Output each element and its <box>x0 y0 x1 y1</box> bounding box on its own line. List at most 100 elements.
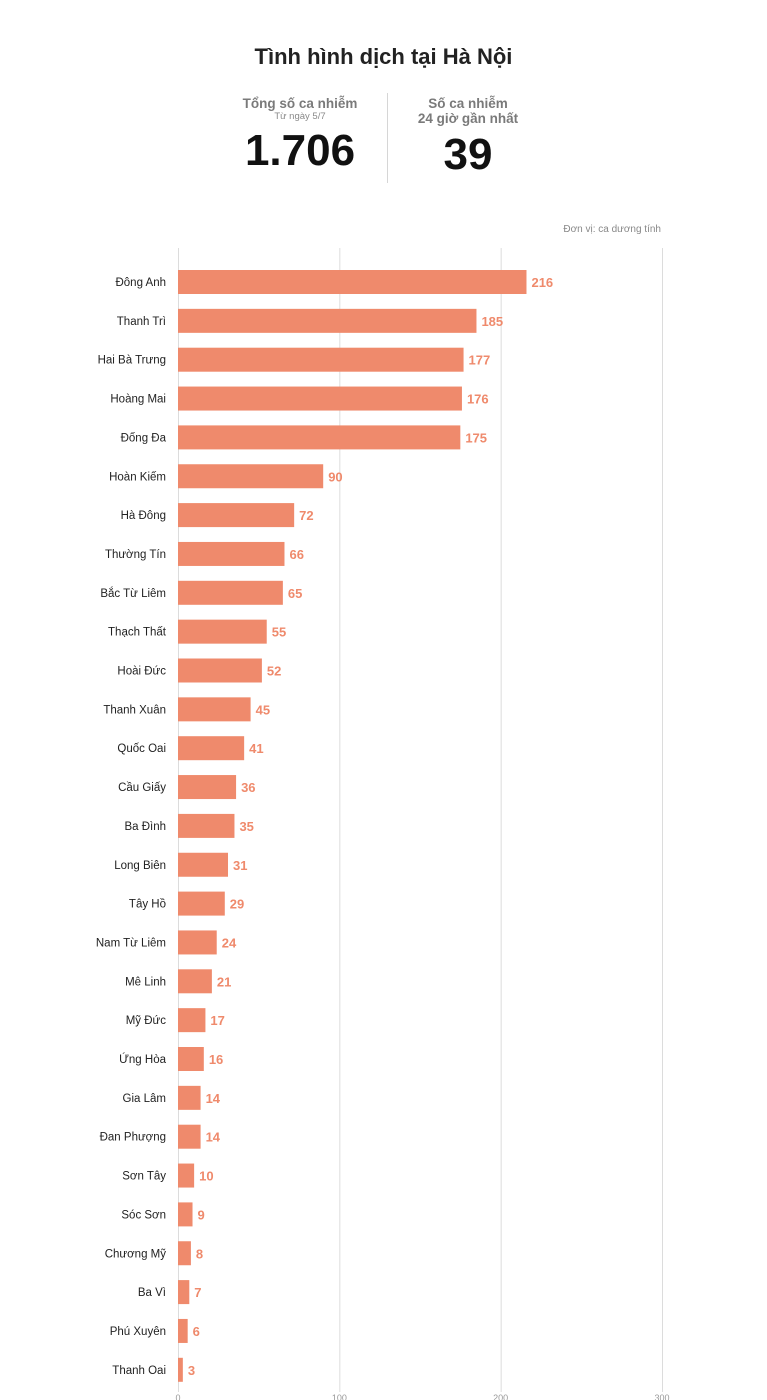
x-tick-label: 200 <box>493 1393 508 1400</box>
value-label: 66 <box>289 547 303 562</box>
category-label: Đan Phượng <box>100 1132 166 1144</box>
category-label: Thanh Xuân <box>103 704 166 716</box>
category-label: Hai Bà Trưng <box>98 355 166 367</box>
category-label: Đống Đa <box>121 432 167 444</box>
category-label: Long Biên <box>114 860 166 872</box>
bar <box>178 619 267 644</box>
stats-divider <box>387 93 388 183</box>
bar <box>178 891 225 916</box>
bar <box>178 1357 183 1382</box>
category-label: Ứng Hòa <box>119 1053 167 1066</box>
chart-title: Tình hình dịch tại Hà Nội <box>254 44 513 69</box>
category-label: Nam Từ Liêm <box>96 937 166 949</box>
category-label: Hoài Đức <box>117 666 166 678</box>
bar <box>178 1241 191 1266</box>
bar <box>178 1008 206 1033</box>
value-label: 7 <box>194 1285 201 1300</box>
value-label: 90 <box>328 469 342 484</box>
bar <box>178 347 464 372</box>
bar <box>178 1085 201 1110</box>
bar <box>178 813 235 838</box>
category-label: Thanh Trì <box>117 316 166 328</box>
value-label: 65 <box>288 586 302 601</box>
category-label: Mê Linh <box>125 976 166 988</box>
recent-cases-value: 39 <box>443 130 493 179</box>
category-label: Quốc Oai <box>117 743 166 755</box>
recent-cases-stat: Số ca nhiễm 24 giờ gần nhất 39 <box>388 96 548 180</box>
category-label: Cầu Giấy <box>118 782 166 794</box>
category-label: Bắc Từ Liêm <box>100 587 166 600</box>
bar <box>178 852 229 877</box>
bar <box>178 1318 188 1343</box>
bar <box>178 658 262 683</box>
category-label: Thường Tín <box>105 549 166 561</box>
value-label: 6 <box>193 1324 200 1339</box>
value-label: 177 <box>469 353 491 368</box>
value-label: 45 <box>256 702 270 717</box>
bar <box>178 775 237 800</box>
category-label: Thạch Thất <box>108 627 167 639</box>
category-label: Gia Lâm <box>123 1093 166 1105</box>
bar <box>178 541 285 566</box>
value-label: 31 <box>233 858 247 873</box>
value-label: 55 <box>272 625 286 640</box>
category-label: Ba Vì <box>138 1287 166 1299</box>
bar <box>178 386 462 411</box>
category-label: Sóc Sơn <box>121 1209 166 1221</box>
bar <box>178 930 217 955</box>
category-label: Thanh Oai <box>112 1365 166 1377</box>
bar <box>178 464 324 489</box>
recent-cases-label-line2: 24 giờ gần nhất <box>417 111 519 126</box>
bar <box>178 270 527 294</box>
unit-label: Đơn vị: ca dương tính <box>563 224 661 235</box>
bar <box>178 1124 201 1149</box>
bar <box>178 1202 193 1227</box>
category-label: Đông Anh <box>115 277 166 289</box>
bar <box>178 425 461 450</box>
value-label: 16 <box>209 1052 223 1067</box>
value-label: 72 <box>299 508 313 523</box>
value-label: 10 <box>199 1169 213 1184</box>
value-label: 21 <box>217 974 231 989</box>
x-tick-label: 100 <box>332 1393 347 1400</box>
category-label: Hoàng Mai <box>110 394 166 406</box>
value-label: 14 <box>206 1091 221 1106</box>
category-label: Hà Đông <box>121 510 166 522</box>
bar <box>178 736 245 761</box>
value-label: 36 <box>241 780 255 795</box>
category-label: Ba Đình <box>124 821 166 833</box>
total-cases-value: 1.706 <box>244 126 356 175</box>
value-label: 41 <box>249 741 263 756</box>
category-label: Phú Xuyên <box>110 1326 166 1338</box>
category-label: Mỹ Đức <box>126 1015 167 1027</box>
total-cases-sublabel: Từ ngày 5/7 <box>274 111 326 122</box>
value-label: 176 <box>467 392 489 407</box>
category-label: Hoàn Kiếm <box>109 471 166 483</box>
bar <box>178 1047 204 1071</box>
category-label: Sơn Tây <box>122 1171 166 1183</box>
value-label: 185 <box>481 314 503 329</box>
x-tick-label: 300 <box>654 1393 669 1400</box>
x-tick-label: 0 <box>175 1393 180 1400</box>
value-label: 29 <box>230 897 244 912</box>
bar <box>178 1163 195 1188</box>
value-label: 52 <box>267 664 281 679</box>
value-label: 14 <box>206 1130 221 1145</box>
bar <box>178 697 251 722</box>
category-label: Tây Hồ <box>129 899 166 911</box>
recent-cases-label-line1: Số ca nhiễm <box>428 96 508 111</box>
value-label: 9 <box>198 1207 205 1222</box>
bar <box>178 308 477 333</box>
bar <box>178 503 295 528</box>
value-label: 8 <box>196 1246 203 1261</box>
total-cases-label: Tổng số ca nhiễm <box>242 96 358 111</box>
bar <box>178 580 283 605</box>
bar <box>178 1280 190 1305</box>
value-label: 17 <box>210 1013 224 1028</box>
category-label: Chương Mỹ <box>105 1248 167 1260</box>
value-label: 35 <box>239 819 253 834</box>
value-label: 175 <box>465 430 487 445</box>
value-label: 3 <box>188 1363 195 1378</box>
bar <box>178 969 212 994</box>
